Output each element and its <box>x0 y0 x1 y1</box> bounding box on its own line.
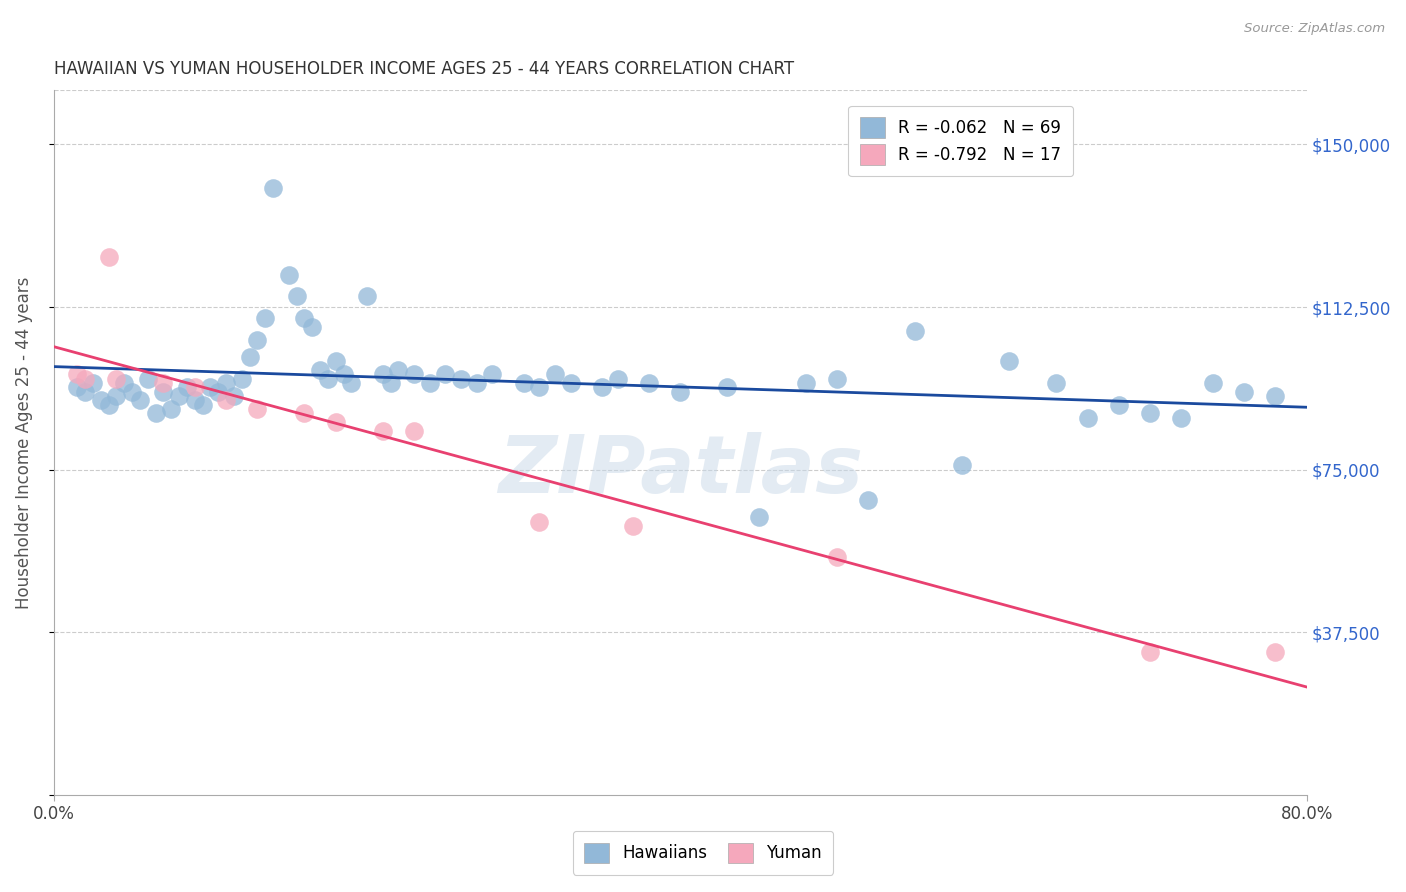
Point <box>105 389 128 403</box>
Text: HAWAIIAN VS YUMAN HOUSEHOLDER INCOME AGES 25 - 44 YEARS CORRELATION CHART: HAWAIIAN VS YUMAN HOUSEHOLDER INCOME AGE… <box>53 60 794 78</box>
Point <box>450 372 472 386</box>
Point <box>1139 645 1161 659</box>
Point <box>184 380 207 394</box>
Point <box>200 380 222 394</box>
Point <box>191 398 214 412</box>
Point <box>560 376 582 390</box>
Point <box>246 333 269 347</box>
Point <box>239 350 262 364</box>
Point <box>112 376 135 390</box>
Point <box>316 372 339 386</box>
Point <box>325 354 347 368</box>
Point <box>950 458 973 473</box>
Legend: Hawaiians, Yuman: Hawaiians, Yuman <box>572 831 834 875</box>
Text: Source: ZipAtlas.com: Source: ZipAtlas.com <box>1244 22 1385 36</box>
Point <box>371 368 394 382</box>
Point <box>82 376 104 390</box>
Point <box>1233 384 1256 399</box>
Point <box>121 384 143 399</box>
Text: ZIPatlas: ZIPatlas <box>498 432 863 510</box>
Point <box>591 380 613 394</box>
Point <box>222 389 245 403</box>
Point <box>301 319 323 334</box>
Point <box>1139 406 1161 420</box>
Point <box>105 372 128 386</box>
Point <box>1045 376 1067 390</box>
Point <box>215 376 238 390</box>
Point <box>160 402 183 417</box>
Point <box>825 549 848 564</box>
Point <box>75 384 97 399</box>
Point <box>294 310 316 325</box>
Point <box>309 363 332 377</box>
Point <box>858 493 880 508</box>
Point <box>638 376 661 390</box>
Point <box>207 384 229 399</box>
Point <box>254 310 277 325</box>
Point <box>66 380 89 394</box>
Point <box>716 380 738 394</box>
Point <box>748 510 770 524</box>
Point <box>419 376 441 390</box>
Point <box>825 372 848 386</box>
Point <box>529 380 551 394</box>
Point <box>167 389 190 403</box>
Point <box>1170 410 1192 425</box>
Point <box>371 424 394 438</box>
Point <box>998 354 1021 368</box>
Point <box>129 393 152 408</box>
Point <box>465 376 488 390</box>
Point <box>184 393 207 408</box>
Legend: R = -0.062   N = 69, R = -0.792   N = 17: R = -0.062 N = 69, R = -0.792 N = 17 <box>848 105 1073 177</box>
Point <box>669 384 692 399</box>
Point <box>481 368 503 382</box>
Point <box>176 380 198 394</box>
Point <box>606 372 628 386</box>
Point <box>246 402 269 417</box>
Point <box>621 519 644 533</box>
Point <box>1108 398 1130 412</box>
Y-axis label: Householder Income Ages 25 - 44 years: Householder Income Ages 25 - 44 years <box>15 277 32 609</box>
Point <box>231 372 253 386</box>
Point <box>136 372 159 386</box>
Point <box>387 363 409 377</box>
Point <box>904 324 927 338</box>
Point <box>512 376 534 390</box>
Point <box>544 368 567 382</box>
Point <box>97 398 120 412</box>
Point <box>277 268 299 282</box>
Point <box>152 376 174 390</box>
Point <box>1076 410 1098 425</box>
Point <box>402 368 425 382</box>
Point <box>90 393 112 408</box>
Point <box>434 368 457 382</box>
Point <box>1202 376 1225 390</box>
Point <box>215 393 238 408</box>
Point <box>1264 645 1286 659</box>
Point <box>402 424 425 438</box>
Point <box>380 376 402 390</box>
Point <box>294 406 316 420</box>
Point <box>97 250 120 264</box>
Point <box>332 368 354 382</box>
Point <box>66 368 89 382</box>
Point <box>529 515 551 529</box>
Point <box>145 406 167 420</box>
Point <box>285 289 308 303</box>
Point <box>152 384 174 399</box>
Point <box>340 376 363 390</box>
Point <box>1264 389 1286 403</box>
Point <box>325 415 347 429</box>
Point <box>794 376 817 390</box>
Point <box>262 181 284 195</box>
Point <box>356 289 378 303</box>
Point <box>75 372 97 386</box>
